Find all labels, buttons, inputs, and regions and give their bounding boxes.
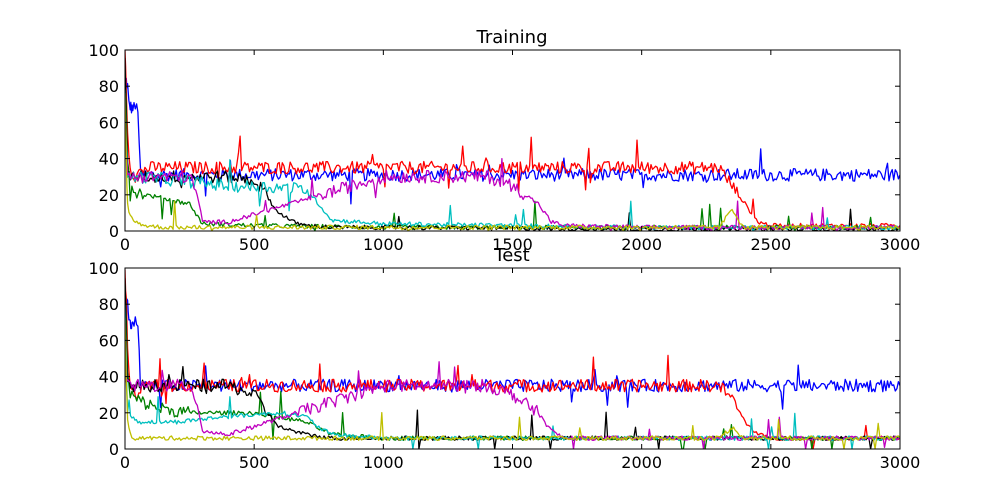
test-ytick-label: 0 (109, 440, 119, 459)
test-ytick-label: 40 (99, 368, 119, 387)
training-xtick-label: 500 (239, 235, 270, 254)
test-subplot: 0 500 1000 1500 2000 2500 3000 0 20 40 60 80 100 Tes… (88, 245, 920, 472)
test-title: Test (493, 245, 529, 266)
test-ytick-label: 100 (88, 259, 119, 278)
test-xtick-label: 500 (239, 453, 270, 472)
test-ytick-label: 80 (99, 295, 119, 314)
test-series-line-6 (125, 317, 900, 449)
test-series-group (125, 269, 900, 449)
training-xtick-label: 1500 (492, 235, 533, 254)
training-xtick-label: 1000 (363, 235, 404, 254)
training-xtick-label: 2500 (750, 235, 791, 254)
test-xtick-label: 3000 (880, 453, 921, 472)
training-xtick-label: 2000 (621, 235, 662, 254)
test-xtick-label: 1500 (492, 453, 533, 472)
training-xtick-label: 0 (120, 235, 130, 254)
test-xtick-label: 2500 (750, 453, 791, 472)
test-series-line-5 (125, 322, 900, 449)
test-xtick-label: 0 (120, 453, 130, 472)
test-xtick-label: 1000 (363, 453, 404, 472)
training-subplot: Training 0 500 1000 1500 2000 2500 3000 0 20 40 60… (88, 27, 920, 254)
training-ytick-label: 60 (99, 113, 119, 132)
training-series-line-5 (125, 102, 900, 231)
test-ytick-label: 60 (99, 331, 119, 350)
test-ytick-label: 20 (99, 404, 119, 423)
training-title: Training (475, 27, 547, 48)
training-ytick-label: 20 (99, 186, 119, 205)
test-xtick-label: 2000 (621, 453, 662, 472)
training-ytick-label: 0 (109, 222, 119, 241)
training-series-line-6 (125, 92, 900, 231)
training-ticks: 0 500 1000 1500 2000 2500 3000 0 20 40 60 80 100 (88, 41, 920, 254)
training-ytick-label: 100 (88, 41, 119, 60)
test-ticks: 0 500 1000 1500 2000 2500 3000 0 20 40 60 80 100 (88, 259, 920, 472)
training-ytick-label: 40 (99, 150, 119, 169)
training-ytick-label: 80 (99, 77, 119, 96)
training-xtick-label: 3000 (880, 235, 921, 254)
